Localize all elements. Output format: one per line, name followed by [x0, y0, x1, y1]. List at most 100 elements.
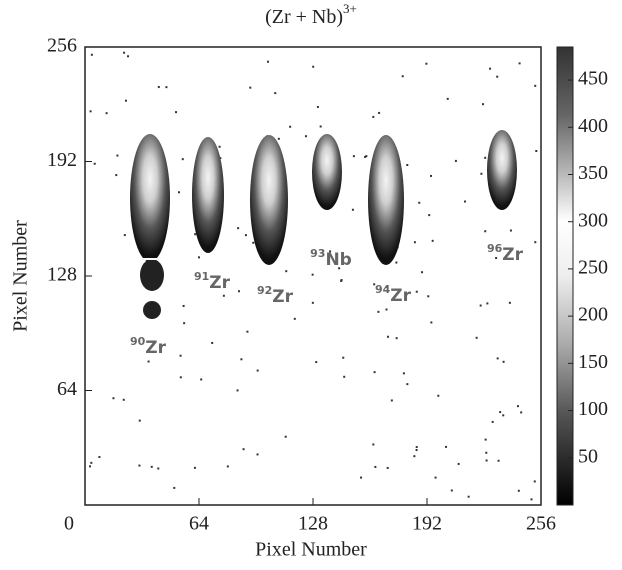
noise-dot: [415, 449, 418, 452]
isotope-label: 93Nb: [310, 247, 352, 270]
blob: [140, 259, 164, 291]
noise-dot: [434, 476, 437, 479]
noise-dot: [499, 411, 502, 414]
title-text: (Zr + Nb): [265, 6, 343, 28]
noise-dot: [373, 371, 376, 374]
title-superscript: 3+: [343, 1, 357, 16]
noise-dot: [428, 214, 431, 217]
noise-dot: [342, 356, 345, 359]
noise-dot: [89, 110, 92, 113]
x-tick-label: 256: [526, 513, 556, 535]
noise-dot: [315, 361, 318, 364]
noise-dot: [237, 290, 240, 293]
isotope-element: Zr: [502, 245, 523, 265]
noise-dot: [437, 394, 440, 397]
chart-title: (Zr + Nb)3+: [265, 1, 357, 28]
noise-dot: [194, 233, 197, 236]
blob: [130, 134, 170, 262]
isotope-mass: 93: [310, 247, 325, 260]
noise-dot: [496, 357, 499, 360]
isotope-element: Zr: [390, 286, 411, 306]
noise-dot: [90, 461, 93, 464]
noise-dot: [385, 308, 388, 311]
colorbar-tick-label: 450: [578, 68, 608, 90]
blob: [143, 301, 161, 319]
noise-dot: [401, 75, 404, 78]
noise-dot: [372, 443, 375, 446]
noise-dot: [364, 155, 367, 158]
noise-dot: [534, 84, 537, 87]
noise-dot: [418, 201, 421, 204]
noise-dot: [427, 295, 430, 298]
noise-dot: [179, 376, 182, 379]
colorbar-tick-label: 350: [578, 162, 608, 184]
noise-dot: [127, 55, 130, 58]
noise-dot: [351, 208, 354, 211]
y-tick-label: 256: [47, 35, 77, 57]
blob: [250, 135, 288, 265]
noise-dot: [372, 115, 375, 118]
noise-dot: [316, 105, 319, 108]
noise-dot: [491, 420, 494, 423]
noise-dot: [312, 65, 315, 68]
isotope-mass: 96: [487, 242, 503, 255]
noise-dot: [157, 467, 160, 470]
noise-dot: [378, 111, 381, 114]
noise-dot: [413, 455, 416, 458]
noise-dot: [520, 411, 523, 414]
noise-dot: [211, 341, 214, 344]
noise-dot: [479, 304, 482, 307]
colorbar-tick-label: 50: [578, 445, 598, 467]
noise-dot: [226, 465, 229, 468]
y-tick-label: 192: [47, 149, 77, 171]
noise-dot: [150, 465, 153, 468]
noise-dot: [147, 360, 150, 363]
noise-dot: [508, 301, 511, 304]
noise-dot: [183, 322, 186, 325]
noise-dot: [338, 267, 341, 270]
noise-dot: [138, 464, 141, 467]
isotope-element: Zr: [209, 273, 230, 293]
x-tick-label: 192: [412, 513, 442, 535]
noise-dot: [386, 466, 389, 469]
noise-dot: [177, 191, 180, 194]
noise-dot: [386, 335, 389, 338]
noise-dot: [352, 155, 355, 158]
noise-dot: [105, 112, 108, 115]
noise-dot: [485, 451, 488, 454]
isotope-mass: 90: [130, 335, 146, 348]
noise-dot: [454, 159, 457, 162]
colorbar-tick-label: 400: [578, 115, 608, 137]
y-tick-label: 128: [47, 264, 77, 286]
noise-dot: [123, 51, 126, 54]
noise-dot: [242, 448, 245, 451]
noise-dot: [266, 60, 269, 63]
noise-dot: [181, 158, 184, 161]
noise-dot: [200, 378, 203, 381]
noise-dot: [112, 397, 115, 400]
colorbar-tick-label: 300: [578, 209, 608, 231]
noise-dot: [431, 239, 434, 242]
noise-dot: [240, 358, 243, 361]
noise-dot: [157, 86, 160, 89]
isotope-mass: 92: [257, 284, 272, 297]
colorbar-tick-label: 100: [578, 398, 608, 420]
isotope-element: Nb: [325, 250, 351, 270]
noise-dot: [122, 398, 125, 401]
noise-dot: [421, 271, 424, 274]
noise-dot: [249, 86, 252, 89]
isotope-label: 96Zr: [487, 242, 524, 265]
noise-dot: [138, 419, 141, 422]
noise-dot: [304, 135, 307, 138]
noise-dot: [390, 399, 393, 402]
noise-dot: [464, 200, 467, 203]
noise-dot: [343, 375, 346, 378]
noise-dot: [502, 360, 505, 363]
noise-dot: [450, 489, 453, 492]
noise-dot: [222, 294, 225, 297]
noise-dot: [530, 498, 533, 501]
colorbar-tick-label: 200: [578, 304, 608, 326]
noise-dot: [502, 414, 505, 417]
noise-dot: [489, 67, 492, 70]
